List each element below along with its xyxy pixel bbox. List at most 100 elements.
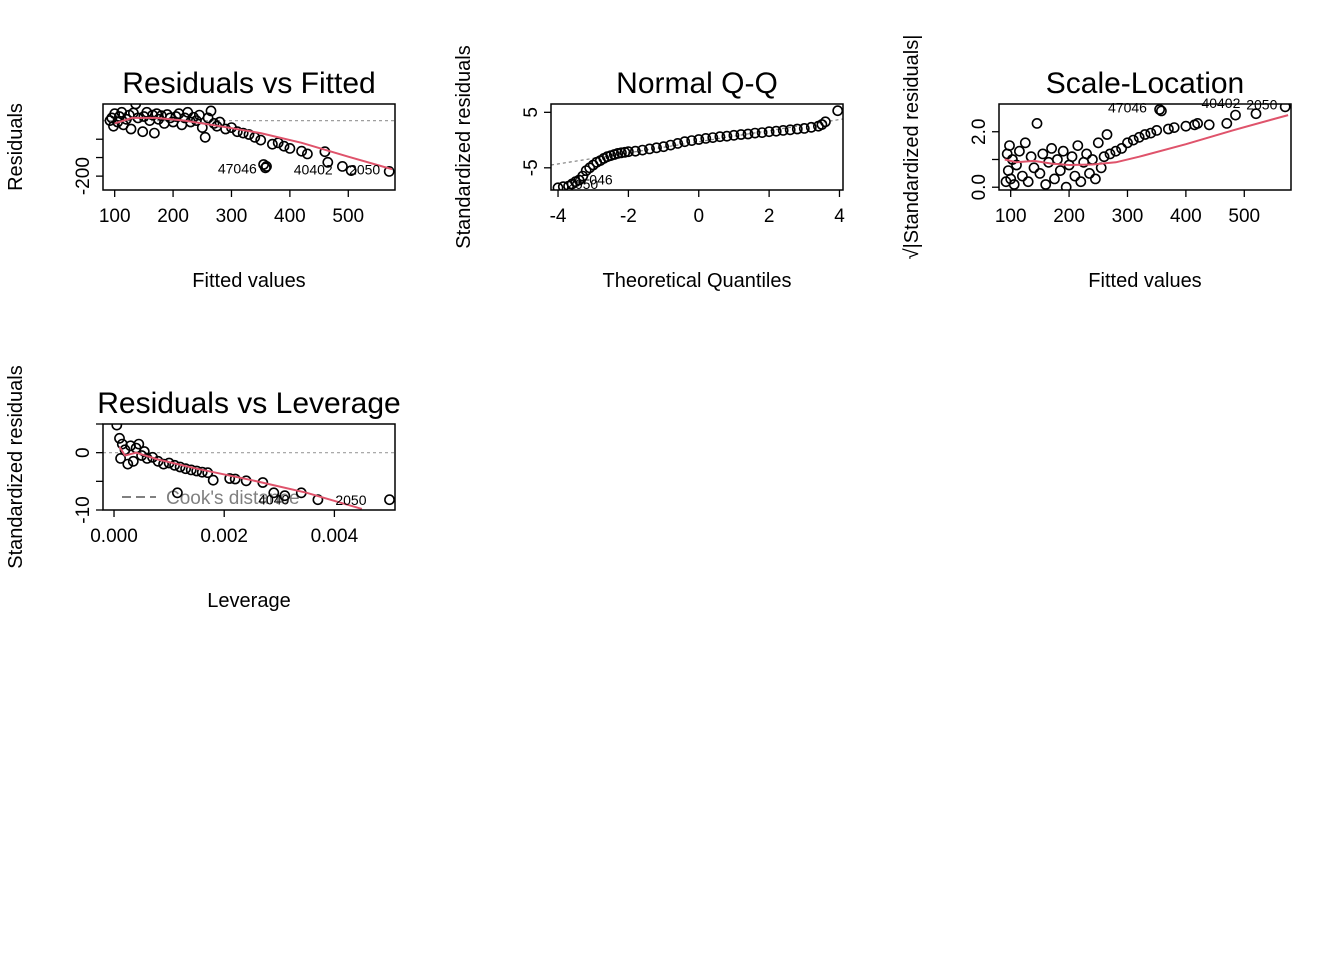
- sl-point-11: [1022, 176, 1034, 188]
- sl-point-28: [1072, 140, 1084, 151]
- sl-point-27: [1069, 170, 1081, 182]
- rvf-point-58: [296, 145, 307, 157]
- sl-point-48: [1154, 104, 1165, 115]
- qq-point-44: [798, 122, 810, 134]
- sl-point-29: [1075, 176, 1087, 188]
- qq-xtick-label-1: -2: [620, 206, 637, 227]
- rvl-point-21: [185, 464, 197, 476]
- sl-point-33: [1087, 154, 1098, 165]
- qq-point-35: [735, 129, 747, 140]
- rvf-point-52: [259, 162, 271, 174]
- sl-point-51: [1168, 122, 1180, 133]
- rvl-point-label-1: 2050: [335, 492, 366, 508]
- cooks-distance-legend: Cook's distance: [166, 488, 300, 509]
- rvf-plot-box: [102, 103, 396, 191]
- rvl-title: Residuals vs Leverage: [97, 387, 401, 420]
- sl-point-15: [1034, 167, 1046, 179]
- qq-xtick-label-3: 2: [764, 206, 775, 227]
- rvl-point-9: [133, 438, 145, 450]
- sl-point-58: [1250, 108, 1262, 120]
- sl-plot-box: [998, 103, 1292, 191]
- qq-xtick-label-4: 4: [834, 206, 845, 227]
- rvl-point-27: [229, 473, 241, 485]
- qq-point-22: [644, 143, 655, 155]
- sl-point-14: [1031, 118, 1043, 129]
- rvf-point-41: [208, 118, 220, 129]
- qq-point-39: [763, 126, 775, 138]
- rvl-point-1: [114, 432, 125, 444]
- qq-point-37: [749, 127, 761, 139]
- qq-point-label-1: 2050: [567, 176, 598, 192]
- sl-point-45: [1139, 129, 1151, 140]
- rvf-xtick-label-4: 500: [332, 206, 364, 227]
- rvf-point-47: [237, 127, 249, 139]
- sl-point-3: [1004, 140, 1015, 151]
- qq-point-21: [637, 144, 648, 156]
- rvl-ytick-label-2: 0: [73, 447, 94, 458]
- rvl-point-23: [196, 466, 208, 478]
- qq-title: Normal Q-Q: [616, 67, 778, 100]
- rvf-point-63: [345, 165, 357, 176]
- qq-ytick-label-0: -5: [521, 159, 542, 176]
- sl-point-26: [1066, 151, 1078, 163]
- qq-point-19: [623, 146, 634, 158]
- sl-point-17: [1040, 179, 1052, 190]
- sl-xtick-label-4: 500: [1228, 206, 1260, 227]
- sl-point-label-0: 47046: [1108, 99, 1147, 115]
- rvf-xlabel: Fitted values: [192, 270, 305, 292]
- rvf-point-20: [148, 127, 160, 139]
- qq-ytick-label-1: 5: [521, 107, 542, 118]
- qq-point-25: [665, 139, 676, 151]
- qq-point-20: [630, 145, 641, 157]
- rvf-point-10: [125, 123, 137, 135]
- sl-point-7: [1011, 159, 1022, 171]
- sl-smooth-line: [1004, 114, 1289, 167]
- sl-point-56: [1221, 118, 1233, 129]
- sl-point-21: [1052, 154, 1063, 165]
- qq-point-40: [770, 125, 782, 137]
- qq-point-7: [580, 165, 592, 176]
- rvf-point-56: [278, 140, 290, 152]
- rvl-smooth-line: [118, 446, 363, 510]
- sl-point-31: [1081, 148, 1092, 160]
- sl-point-39: [1104, 148, 1116, 160]
- qq-point-26: [672, 137, 684, 149]
- rvf-ylabel: Residuals: [5, 103, 27, 191]
- rvf-smooth-line: [114, 116, 393, 171]
- sl-point-43: [1127, 134, 1139, 146]
- rvf-point-53: [261, 160, 272, 172]
- rvf-point-40: [205, 105, 217, 117]
- rvl-xlabel: Leverage: [207, 590, 290, 612]
- rvl-xtick-label-0: 0.000: [90, 526, 138, 547]
- rvf-ytick-label-0: -200: [73, 157, 94, 195]
- qq-point-32: [714, 131, 726, 143]
- sl-point-32: [1084, 167, 1095, 179]
- rvf-point-57: [284, 142, 296, 154]
- rvl-point-30: [268, 487, 280, 499]
- sl-xtick-label-2: 300: [1112, 206, 1144, 227]
- sl-point-8: [1014, 145, 1025, 157]
- qq-plot-box: [550, 103, 844, 191]
- qq-point-label-0: 47046: [574, 171, 613, 187]
- rvf-point-label-0: 47046: [218, 160, 257, 176]
- sl-point-4: [1005, 173, 1017, 185]
- sl-point-55: [1203, 119, 1215, 131]
- rvf-point-39: [202, 112, 214, 124]
- rvl-point-2: [115, 452, 126, 464]
- qq-point-31: [707, 132, 719, 143]
- rvl-point-20: [180, 463, 191, 475]
- sl-point-37: [1098, 151, 1110, 163]
- rvf-point-32: [182, 106, 194, 118]
- sl-point-54: [1192, 118, 1203, 129]
- sl-title: Scale-Location: [1046, 67, 1244, 100]
- rvl-plot-area: [103, 424, 395, 510]
- rvl-point-25: [207, 474, 219, 486]
- rvf-point-62: [336, 160, 348, 172]
- sl-point-22: [1054, 165, 1066, 176]
- rvl-point-31: [279, 490, 291, 502]
- sl-point-52: [1180, 120, 1192, 132]
- rvl-point-5: [122, 458, 134, 470]
- sl-ytick-label-0: 0.0: [969, 174, 990, 200]
- sl-point-46: [1145, 127, 1157, 139]
- rvf-title: Residuals vs Fitted: [122, 67, 375, 100]
